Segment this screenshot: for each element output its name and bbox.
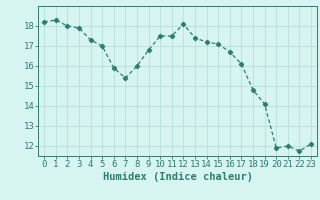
X-axis label: Humidex (Indice chaleur): Humidex (Indice chaleur)	[103, 172, 252, 182]
